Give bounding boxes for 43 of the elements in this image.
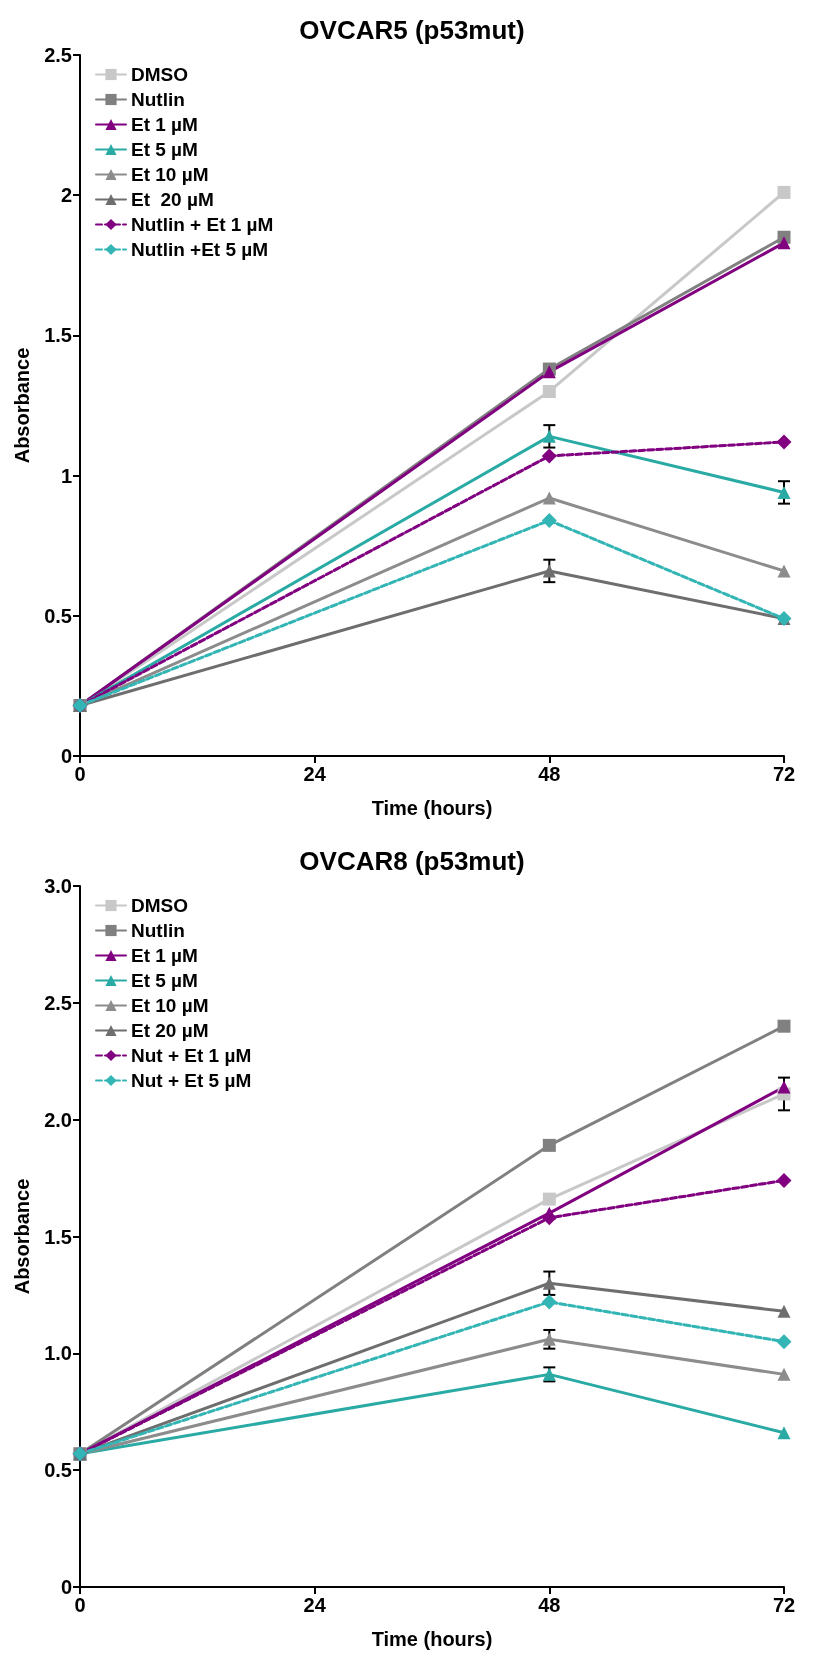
legend-label: Et 1 µM bbox=[131, 945, 198, 966]
legend-label: Et 5 µM bbox=[131, 970, 198, 991]
y-tick-label: 1.5 bbox=[44, 1225, 72, 1248]
x-tick-label: 24 bbox=[303, 1594, 327, 1616]
legend-label: Nut + Et 5 µM bbox=[131, 1070, 252, 1091]
x-tick-label: 24 bbox=[303, 763, 327, 785]
y-axis-title: Absorbance bbox=[11, 1178, 33, 1295]
legend-label: DMSO bbox=[131, 64, 188, 85]
legend-label: Et 5 µM bbox=[131, 139, 198, 160]
x-tick-label: 72 bbox=[772, 1594, 796, 1616]
y-tick-label: 0.5 bbox=[44, 604, 72, 627]
legend-label: Et 1 µM bbox=[131, 114, 198, 135]
x-axis-title: Time (hours) bbox=[371, 1628, 493, 1650]
legend-label: Et 20 µM bbox=[131, 189, 214, 210]
y-tick-label: 2.0 bbox=[44, 1108, 72, 1131]
chart-title: OVCAR8 (p53mut) bbox=[299, 846, 525, 876]
legend-label: Nutlin +Et 5 µM bbox=[131, 239, 269, 260]
y-tick-label: 0.5 bbox=[44, 1459, 72, 1482]
y-tick-label: 3.0 bbox=[44, 875, 72, 897]
x-tick-label: 48 bbox=[538, 763, 561, 785]
legend-label: Et 10 µM bbox=[131, 164, 209, 185]
legend-label: Nutlin + Et 1 µM bbox=[131, 214, 274, 235]
y-tick-label: 0 bbox=[60, 745, 72, 767]
legend-label: Nutlin bbox=[131, 89, 185, 110]
legend-label: Nutlin bbox=[131, 920, 185, 941]
legend-label: DMSO bbox=[131, 895, 188, 916]
y-axis-title: Absorbance bbox=[11, 347, 33, 464]
legend-label: Et 20 µM bbox=[131, 1020, 209, 1041]
legend-label: Nut + Et 1 µM bbox=[131, 1045, 252, 1066]
x-tick-label: 72 bbox=[772, 763, 796, 785]
x-axis-title: Time (hours) bbox=[371, 797, 493, 819]
chart-title: OVCAR5 (p53mut) bbox=[299, 15, 525, 45]
y-tick-label: 2 bbox=[60, 184, 72, 207]
y-tick-label: 1.5 bbox=[44, 324, 72, 347]
y-tick-label: 0 bbox=[60, 1576, 72, 1598]
y-tick-label: 1.0 bbox=[44, 1342, 72, 1365]
x-tick-label: 48 bbox=[538, 1594, 561, 1616]
x-tick-label: 0 bbox=[74, 1594, 86, 1616]
y-tick-label: 1 bbox=[60, 464, 72, 487]
y-tick-label: 2.5 bbox=[44, 44, 72, 66]
legend-label: Et 10 µM bbox=[131, 995, 209, 1016]
y-tick-label: 2.5 bbox=[44, 991, 72, 1014]
x-tick-label: 0 bbox=[74, 763, 86, 785]
